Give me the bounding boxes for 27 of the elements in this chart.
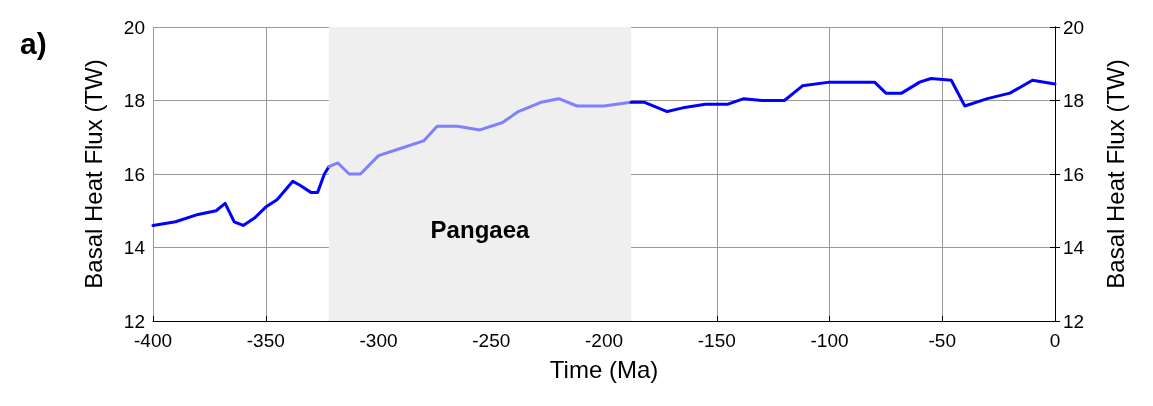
y2-tick-label: 16 xyxy=(1063,163,1085,185)
x-tick-label: -250 xyxy=(472,330,511,351)
x-tick-label: -400 xyxy=(133,330,173,351)
x-axis-title: Time (Ma) xyxy=(549,355,659,383)
x-tick-label: -100 xyxy=(810,330,849,351)
x-tick-label: -150 xyxy=(697,330,736,351)
y-tick-label: 14 xyxy=(123,237,146,258)
x-tick-label: 0 xyxy=(1049,330,1061,351)
y-tick-label: 12 xyxy=(123,310,145,332)
y2-tick-label: 12 xyxy=(1063,310,1085,332)
x-tick-label: -350 xyxy=(246,330,285,351)
line-series xyxy=(629,76,1057,114)
line-series xyxy=(151,165,331,227)
line-series xyxy=(327,97,633,176)
x-tick-label: -200 xyxy=(584,330,624,351)
y2-axis-title: Basal Heat Flux (TW) xyxy=(1101,59,1129,289)
y-tick-label: 18 xyxy=(123,90,145,111)
y-axis-title: Basal Heat Flux (TW) xyxy=(79,59,107,289)
y-tick-label: 16 xyxy=(123,163,145,185)
y-tick-label: 20 xyxy=(123,16,145,38)
y2-tick-label: 14 xyxy=(1063,237,1085,258)
y2-tick-label: 20 xyxy=(1063,16,1085,38)
text: a) xyxy=(20,26,47,60)
x-tick-label: -300 xyxy=(359,330,398,351)
y2-tick-label: 18 xyxy=(1063,90,1085,111)
x-tick-label: -50 xyxy=(928,330,956,351)
band-label: Pangaea xyxy=(430,215,530,243)
